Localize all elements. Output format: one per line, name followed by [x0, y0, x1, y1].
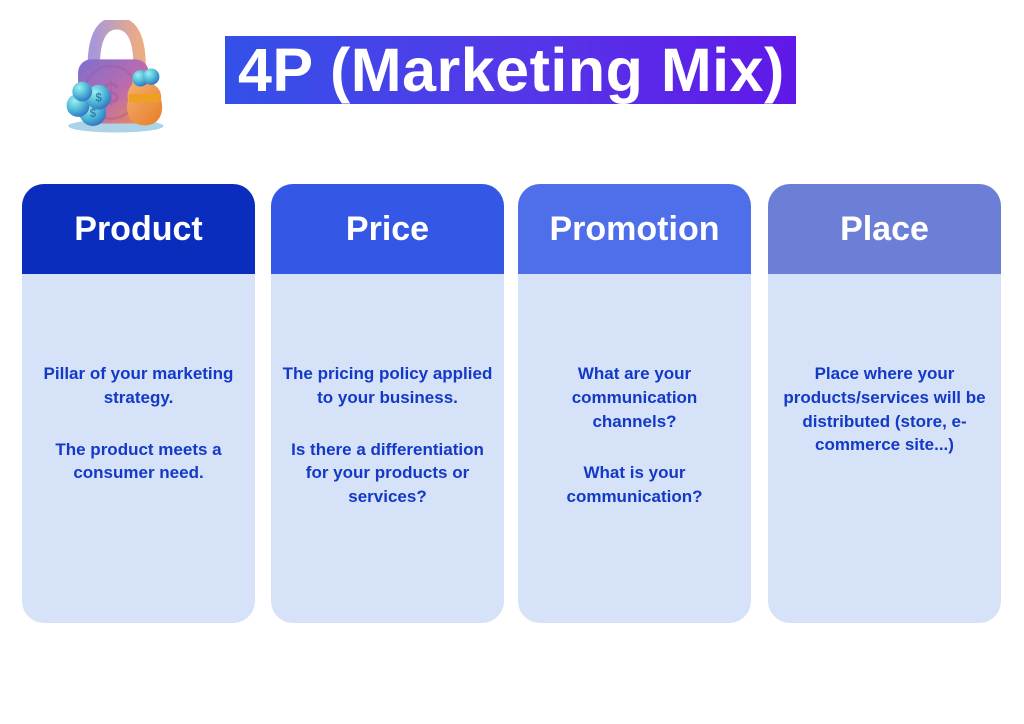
svg-text:$: $ — [95, 92, 102, 104]
svg-text:$: $ — [90, 108, 97, 120]
